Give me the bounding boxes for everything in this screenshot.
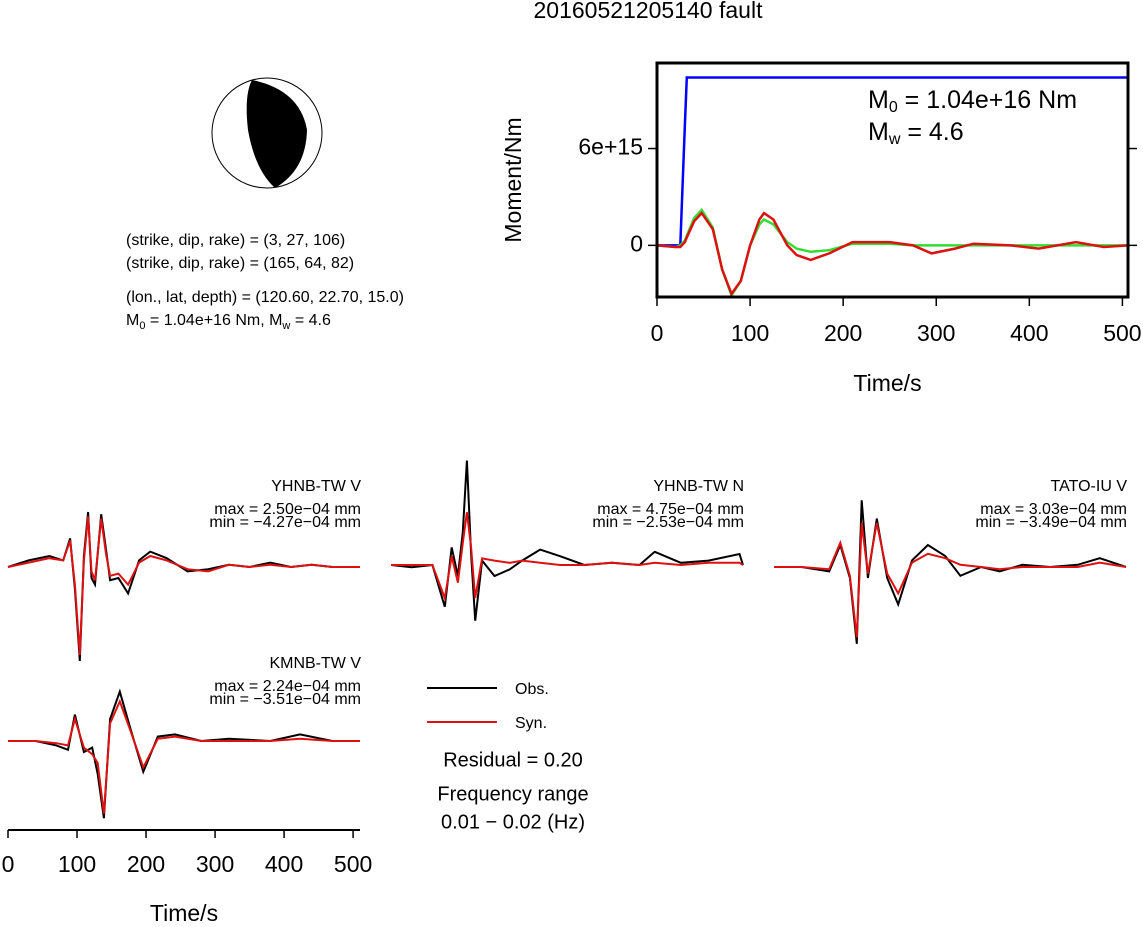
max-label: max = 4.75e−04 mm bbox=[597, 501, 744, 518]
frequency-label: Frequency range bbox=[437, 783, 588, 805]
waveform bbox=[7, 516, 360, 656]
x-tick-label: 100 bbox=[58, 851, 96, 877]
x-tick-label: 100 bbox=[731, 320, 769, 346]
x-tick-label: 400 bbox=[1010, 320, 1048, 346]
text-part: M bbox=[126, 312, 139, 329]
y-tick-label: 0 bbox=[630, 230, 643, 256]
legend-label: Syn. bbox=[515, 715, 547, 732]
x-tick-label: 500 bbox=[334, 851, 372, 877]
station-label: KMNB-TW V bbox=[269, 655, 361, 672]
x-axis-label: Time/s bbox=[150, 900, 218, 926]
moment-info: M0 = 1.04e+16 Nm, Mw = 4.6 bbox=[126, 312, 331, 332]
x-tick-label: 300 bbox=[196, 851, 234, 877]
figure-title: 20160521205140 fault bbox=[534, 0, 764, 23]
max-label: max = 3.03e−04 mm bbox=[980, 501, 1127, 518]
x-tick-label: 300 bbox=[917, 320, 955, 346]
legend: Obs. Syn. bbox=[427, 681, 549, 732]
beachball-compression bbox=[246, 80, 307, 188]
moment-line bbox=[656, 211, 1129, 297]
text-part: = 1.04e+16 Nm, M bbox=[145, 312, 282, 329]
min-label: min = −2.53e−04 mm bbox=[592, 514, 744, 531]
annotation-part: w bbox=[888, 131, 901, 148]
residual: Residual = 0.20 bbox=[443, 749, 583, 771]
max-label: max = 2.24e−04 mm bbox=[214, 678, 361, 695]
moment-line bbox=[657, 76, 1128, 247]
text-part: = 4.6 bbox=[290, 312, 331, 329]
subscript: w bbox=[281, 320, 290, 332]
nodal-plane-2: (strike, dip, rake) = (165, 64, 82) bbox=[126, 255, 354, 272]
waveform bbox=[8, 698, 360, 814]
x-tick-label: 500 bbox=[1103, 320, 1141, 346]
min-label: min = −3.49e−04 mm bbox=[975, 514, 1127, 531]
max-label: max = 2.50e−04 mm bbox=[214, 501, 361, 518]
x-tick-label: 200 bbox=[824, 320, 862, 346]
station-label: TATO-IU V bbox=[1051, 478, 1128, 495]
nodal-plane-1: (strike, dip, rake) = (3, 27, 106) bbox=[126, 232, 345, 249]
annotation-part: = 1.04e+16 Nm bbox=[898, 86, 1077, 114]
station-label: YHNB-TW N bbox=[653, 478, 744, 495]
waveform bbox=[8, 688, 360, 819]
beachball bbox=[211, 77, 323, 189]
y-axis-label: Moment/Nm bbox=[500, 117, 526, 242]
annotation-part: 0 bbox=[889, 99, 898, 116]
min-label: min = −4.27e−04 mm bbox=[209, 514, 361, 531]
annotation-part: = 4.6 bbox=[900, 118, 963, 146]
station-label: YHNB-TW V bbox=[271, 478, 361, 495]
annotation: M0 = 1.04e+16 Nm bbox=[868, 86, 1077, 117]
x-tick-label: 0 bbox=[651, 320, 664, 346]
y-tick-label: 6e+15 bbox=[578, 134, 643, 160]
x-tick-label: 400 bbox=[265, 851, 303, 877]
subscript: 0 bbox=[139, 320, 145, 332]
min-label: min = −3.51e−04 mm bbox=[209, 691, 361, 708]
hypocenter: (lon., lat, depth) = (120.60, 22.70, 15.… bbox=[126, 289, 404, 306]
waveform bbox=[774, 522, 1127, 638]
annotation-part: M bbox=[868, 86, 889, 114]
x-tick-label: 0 bbox=[2, 851, 15, 877]
waveform bbox=[391, 512, 744, 602]
annotation: Mw = 4.6 bbox=[868, 118, 964, 149]
legend-label: Obs. bbox=[515, 681, 549, 698]
x-axis-label: Time/s bbox=[853, 370, 921, 396]
x-tick-label: 200 bbox=[127, 851, 165, 877]
annotation-part: M bbox=[868, 118, 889, 146]
waveform bbox=[7, 511, 360, 661]
frequency-range: 0.01 − 0.02 (Hz) bbox=[441, 811, 585, 833]
plot-frame bbox=[655, 61, 1130, 299]
